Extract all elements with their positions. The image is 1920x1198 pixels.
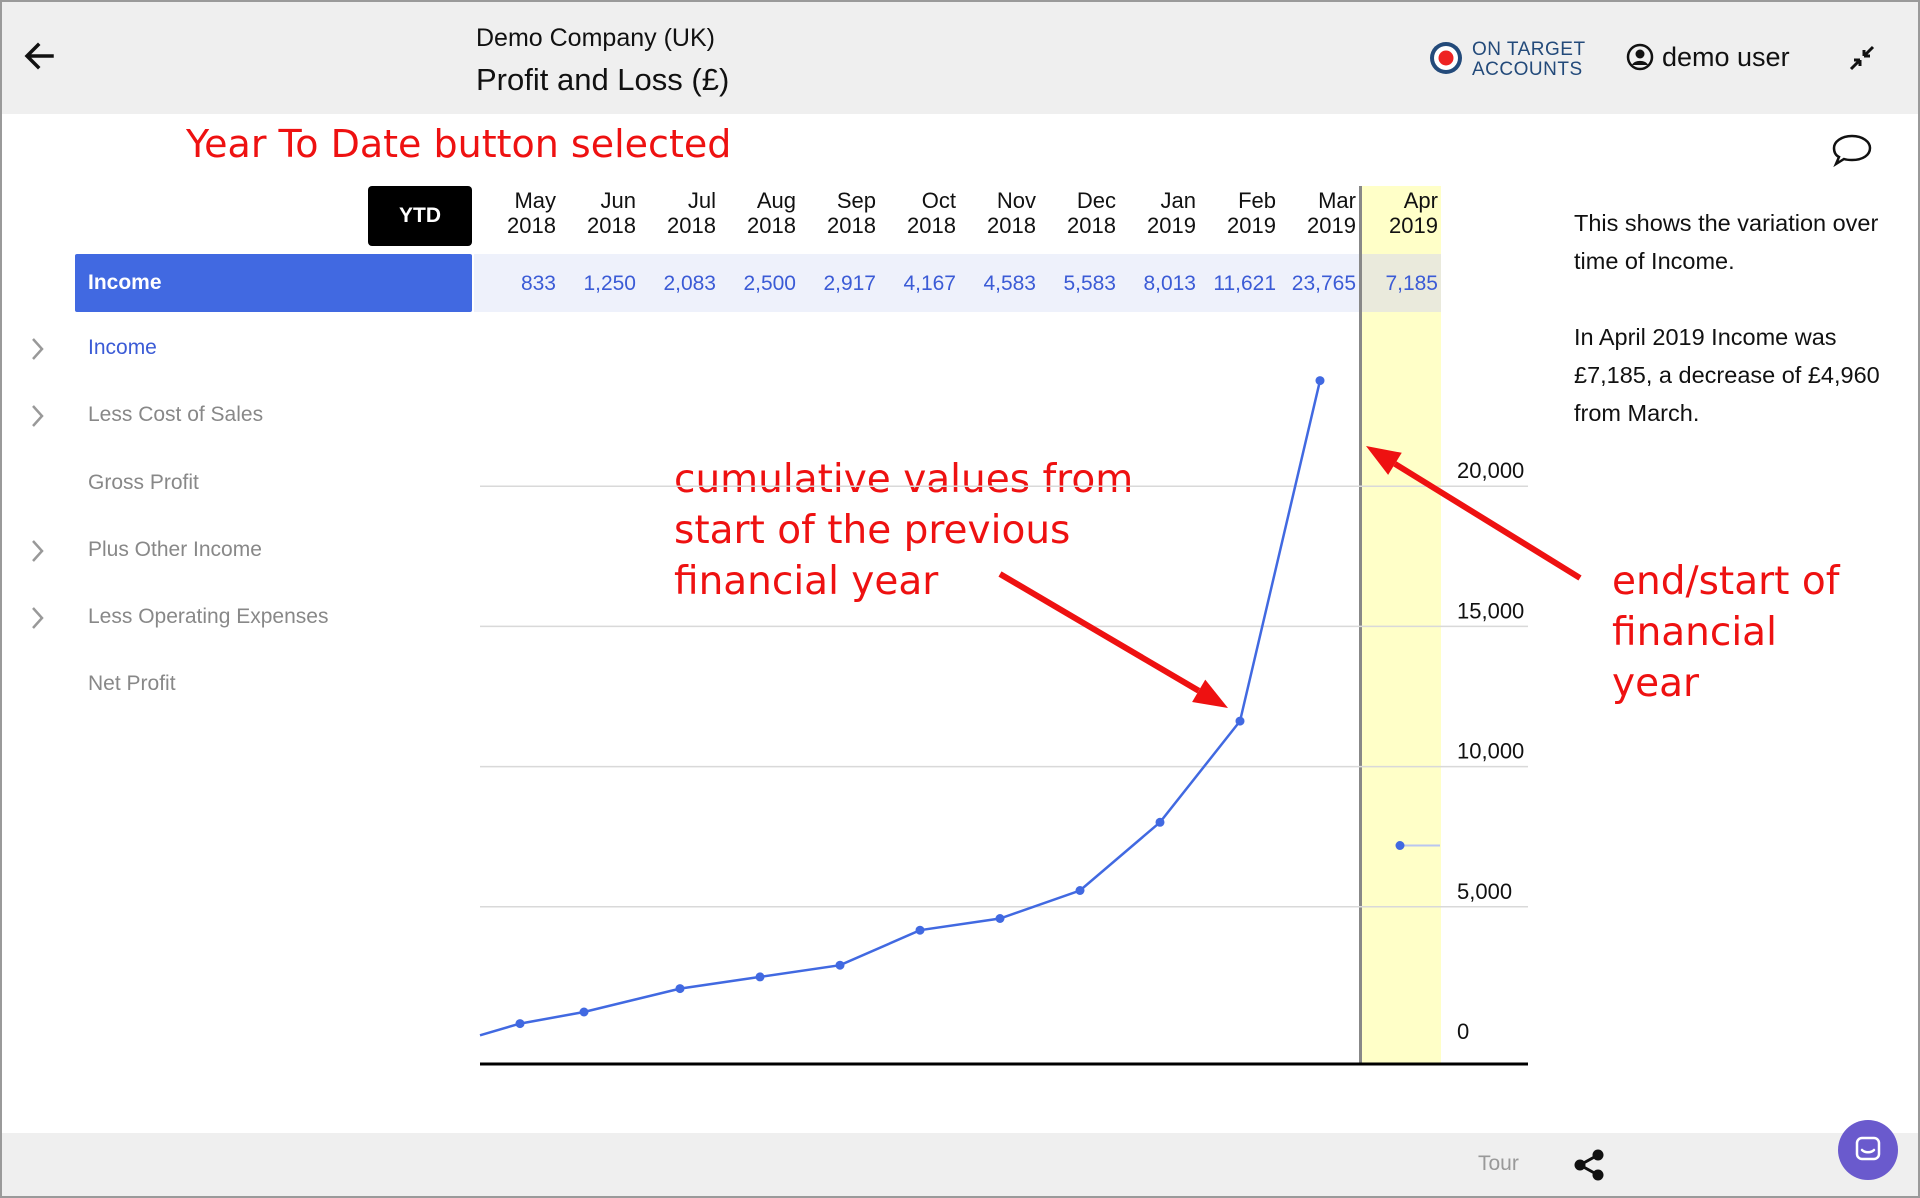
company-name: Demo Company (UK) (476, 24, 715, 52)
header-bar (2, 2, 1918, 114)
tour-link[interactable]: Tour (1478, 1152, 1519, 1175)
month-value[interactable]: 7,185 (1385, 272, 1438, 295)
month-value[interactable]: 1,250 (583, 272, 636, 295)
month-value[interactable]: 833 (520, 272, 556, 295)
sidebar-item[interactable]: Income (88, 336, 157, 359)
collapse-icon[interactable] (1846, 42, 1878, 74)
sidebar-item[interactable]: Plus Other Income (88, 538, 262, 561)
chart-description: This shows the variation over time of In… (1574, 204, 1904, 470)
annotation-ytd: Year To Date button selected (186, 122, 732, 166)
target-logo-icon (1430, 42, 1462, 74)
footer-bar (2, 1133, 1918, 1196)
month-header: Oct 2018 (907, 188, 956, 238)
month-header: Jul 2018 (667, 188, 716, 238)
month-header: Mar 2019 (1307, 188, 1356, 238)
ytd-button[interactable]: YTD (368, 186, 472, 246)
report-title: Profit and Loss (£) (476, 62, 730, 97)
month-header: Dec 2018 (1067, 188, 1116, 238)
back-arrow-icon[interactable] (20, 36, 60, 76)
comment-icon[interactable] (1830, 132, 1874, 168)
month-header: Nov 2018 (987, 188, 1036, 238)
share-icon[interactable] (1572, 1148, 1606, 1182)
logo-text: ON TARGET ACCOUNTS (1472, 39, 1586, 80)
chevron-right-icon[interactable] (26, 603, 48, 633)
selected-row-income[interactable]: Income (75, 254, 472, 312)
month-value[interactable]: 2,083 (663, 272, 716, 295)
month-value[interactable]: 11,621 (1213, 272, 1276, 295)
highlighted-value-cell (1362, 254, 1441, 312)
month-value[interactable]: 8,013 (1143, 272, 1196, 295)
highlighted-month-column (1362, 186, 1441, 1064)
month-value[interactable]: 4,583 (983, 272, 1036, 295)
month-header: May 2018 (507, 188, 556, 238)
sidebar-item[interactable]: Net Profit (88, 672, 176, 695)
month-header: Jun 2018 (587, 188, 636, 238)
month-value[interactable]: 4,167 (903, 272, 956, 295)
chat-icon (1855, 1136, 1881, 1161)
annotation-cumulative: cumulative values from start of the prev… (674, 457, 1134, 604)
user-account-icon (1626, 43, 1654, 71)
month-value[interactable]: 5,583 (1063, 272, 1116, 295)
annotation-financial-year: end/start of financial year (1612, 559, 1840, 706)
month-value[interactable]: 2,500 (743, 272, 796, 295)
user-name: demo user (1662, 41, 1790, 72)
month-value[interactable]: 2,917 (823, 272, 876, 295)
month-header: Aug 2018 (747, 188, 796, 238)
brand-logo: ON TARGET ACCOUNTS (1428, 40, 1598, 80)
month-header: Feb 2019 (1227, 188, 1276, 238)
sidebar-item[interactable]: Less Operating Expenses (88, 605, 329, 628)
chevron-right-icon[interactable] (26, 334, 48, 364)
chevron-right-icon[interactable] (26, 536, 48, 566)
month-value[interactable]: 23,765 (1291, 272, 1356, 295)
month-header: Jan 2019 (1147, 188, 1196, 238)
financial-year-divider (1359, 186, 1362, 1064)
month-header: Sep 2018 (827, 188, 876, 238)
description-para-1: This shows the variation over time of In… (1574, 210, 1879, 274)
chat-launcher-button[interactable] (1838, 1120, 1898, 1180)
values-row (474, 254, 1441, 312)
month-header: Apr 2019 (1389, 188, 1438, 238)
sidebar-item[interactable]: Less Cost of Sales (88, 403, 264, 426)
user-menu[interactable]: demo user (1626, 40, 1790, 74)
sidebar-item[interactable]: Gross Profit (88, 471, 199, 494)
chevron-right-icon[interactable] (26, 401, 48, 431)
description-para-2: In April 2019 Income was £7,185, a decre… (1574, 324, 1880, 426)
